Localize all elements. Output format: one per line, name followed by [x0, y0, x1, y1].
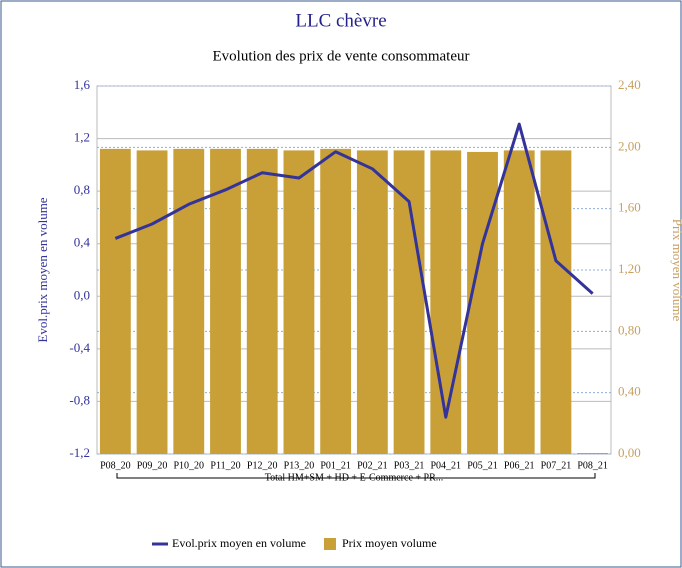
bar: [246, 148, 278, 454]
chart-subtitle: Evolution des prix de vente consommateur: [212, 48, 469, 64]
x-tick-label: P10_20: [174, 460, 205, 471]
chart-title: LLC chèvre: [295, 10, 386, 31]
line: [114, 122, 594, 419]
x-tick-label: P03_21: [394, 460, 425, 471]
y2-tick-label: 1,60: [618, 200, 641, 215]
bar: [99, 148, 131, 454]
x-tick-label: P08_21: [577, 460, 608, 471]
x-tick-label: P01_21: [320, 460, 351, 471]
x-tick-label: P11_20: [210, 460, 240, 471]
bar: [430, 150, 462, 454]
legend-label: Prix moyen volume: [342, 536, 437, 550]
bar: [173, 148, 205, 454]
bar: [503, 150, 535, 454]
bar: [356, 150, 388, 454]
bar: [283, 150, 315, 454]
bar: [577, 453, 609, 454]
bar: [393, 150, 425, 454]
legend-swatch: [323, 538, 336, 550]
bar: [320, 148, 352, 454]
y-tick-label: 0,4: [74, 235, 91, 250]
legend-label: Evol.prix moyen en volume: [172, 536, 306, 550]
y2-tick-label: 0,80: [618, 322, 641, 337]
y-tick-label: 1,2: [74, 130, 90, 145]
x-tick-label: P05_21: [467, 460, 498, 471]
y-tick-label: -0,8: [69, 392, 90, 407]
x-tick-label: P04_21: [431, 460, 462, 471]
bar: [210, 148, 241, 454]
bar: [136, 150, 168, 454]
y2-tick-label: 2,00: [618, 138, 641, 153]
y2-tick-label: 0,40: [618, 384, 641, 399]
x-tick-label: P06_21: [504, 460, 535, 471]
y2-tick-label: 2,40: [618, 77, 641, 92]
y-tick-label: 0,0: [74, 287, 90, 302]
group-label: Total HM+SM + HD + E-Commerce + PR...: [265, 472, 444, 483]
x-tick-label: P13_20: [284, 460, 315, 471]
y-tick-label: -0,4: [69, 340, 90, 355]
x-tick-label: P09_20: [137, 460, 168, 471]
y-tick-label: 1,6: [74, 77, 91, 92]
y2-tick-label: 1,20: [618, 261, 641, 276]
x-tick-label: P02_21: [357, 460, 388, 471]
y-tick-label: -1,2: [69, 445, 90, 460]
bar: [540, 150, 572, 454]
y2-axis-label: Prix moyen volume: [670, 219, 682, 322]
group-bracket: [116, 473, 596, 479]
y2-tick-label: 0,00: [618, 445, 641, 460]
x-tick-label: P12_20: [247, 460, 278, 471]
y-axis-label: Evol.prix moyen en volume: [35, 197, 50, 342]
x-tick-label: P07_21: [541, 460, 572, 471]
x-tick-label: P08_20: [100, 460, 131, 471]
bar: [467, 151, 498, 454]
y-tick-label: 0,8: [74, 182, 90, 197]
